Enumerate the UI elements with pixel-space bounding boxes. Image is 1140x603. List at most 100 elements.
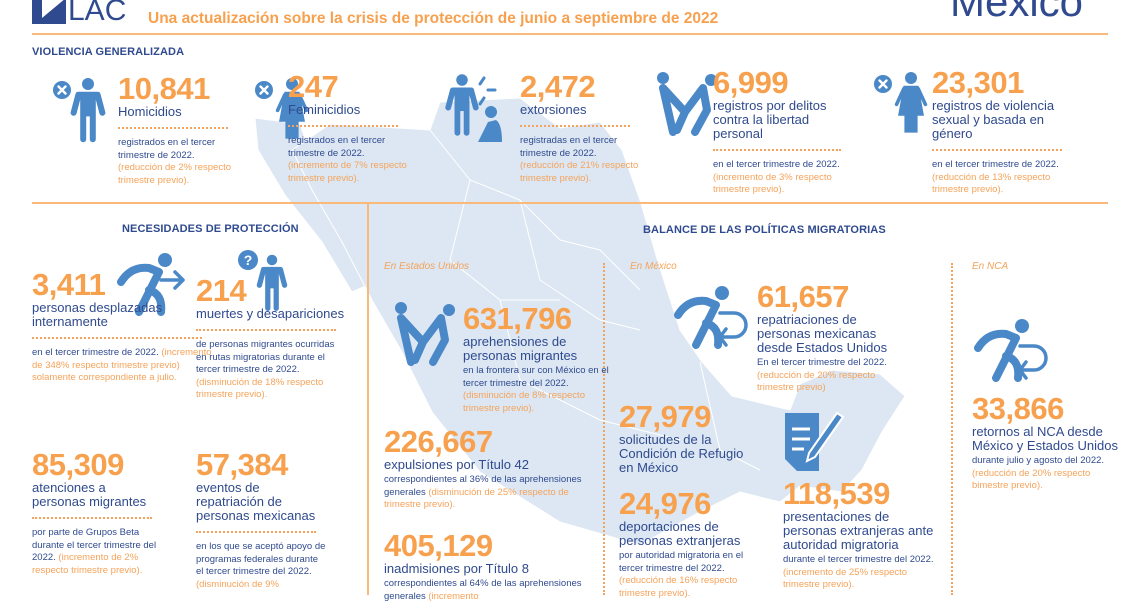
subsection-us: En Estados Unidos (384, 261, 470, 272)
stat-change-note: (incremento de 3% respecto trimestre pre… (713, 171, 832, 196)
stat-description: En el tercer trimestre del 2022. (reducc… (757, 357, 907, 395)
extortion-icon (444, 72, 514, 149)
victim-female-icon (254, 76, 334, 153)
stat-number: 57,384 (196, 447, 288, 482)
stat-change-note: (incremento de 7% respecto trimestre pre… (288, 160, 407, 184)
section-policies: BALANCE DE LAS POLÍTICAS MIGRATORIAS (643, 224, 886, 236)
stat-detail: registrados en el tercer trimestre de 20… (288, 135, 386, 159)
stat-detail: correspondientes al 64% de las aprehensi… (384, 578, 582, 602)
stat-change-note: (reducción de 13% respecto trimestre pre… (932, 171, 1051, 196)
logo-text: LAC (68, 0, 127, 27)
stat-number: 118,539 (783, 476, 890, 511)
stat-retornos: 33,866 retornos al NCA desde México y Est… (972, 391, 1132, 493)
page-title: Una actualización sobre la crisis de pro… (148, 10, 719, 27)
stat-presentaciones: 118,539 presentaciones de personas extran… (783, 476, 953, 592)
country-title: México (950, 0, 1084, 25)
stat-description: por parte de Grupos Beta durante el terc… (32, 527, 162, 577)
displacement-icon (115, 252, 185, 316)
stat-change-note: (reducción de 20% respecto trimestre pre… (757, 369, 876, 394)
dotted-separator (288, 125, 398, 127)
stat-change-note: (reducción de 2% respecto trimestre prev… (118, 162, 232, 186)
stat-change-note: (incremento de 348% respecto trimestre p… (32, 347, 212, 383)
stat-change-note: (reducción de 16% respecto trimestre pre… (619, 575, 738, 599)
stat-description: registrados en el tercer trimestre de 20… (118, 137, 238, 187)
section-violence: VIOLENCIA GENERALIZADA (32, 46, 185, 58)
document-icon (785, 405, 845, 476)
stat-number: 405,129 (384, 528, 493, 563)
stat-number: 61,657 (757, 279, 849, 314)
stat-label: registros por delitos contra la libertad… (713, 98, 827, 141)
stat-change-note: (incremento (428, 590, 479, 602)
stat-detail: en la frontera sur con México en el terc… (463, 365, 609, 389)
stat-detail: En el tercer trimestre del 2022. (757, 357, 887, 368)
stat-change-note: (reducción de 20% respecto bimestre prev… (972, 467, 1091, 492)
section-needs: NECESIDADES DE PROTECCIÓN (122, 223, 299, 235)
missing-person-icon: ? (236, 248, 292, 317)
stat-description: de personas migrantes ocurridas en rutas… (196, 339, 346, 402)
stat-change-note: (incremento de 25% respecto trimestre pr… (783, 566, 908, 591)
stat-label: aprehensiones de personas migrantes (463, 334, 578, 363)
stat-change-note: (disminución de 9% (196, 578, 279, 590)
stat-detail: en los que se aceptó apoyo de programas … (196, 541, 326, 577)
stat-atenciones: 85,309 atenciones a personas migrantes por… (32, 449, 172, 577)
victim-male-icon (52, 76, 132, 153)
stat-number: 6,999 (713, 65, 789, 100)
stat-number: 23,301 (932, 65, 1024, 100)
stat-number: 27,979 (619, 399, 711, 434)
stat-detail: durante julio y agosto del 2022. (972, 455, 1105, 466)
stat-change-note: (disminución de 18% respecto trimestre p… (196, 376, 324, 401)
dotted-separator (32, 337, 202, 339)
stat-label: retornos al NCA desde México y Estados U… (972, 424, 1118, 453)
stat-change-note: (incremento de 2% respecto trimestre pre… (32, 552, 143, 576)
stat-label: repatriaciones de personas mexicanas des… (757, 312, 888, 355)
stat-change-note: (disminución de 25% respecto de trimestr… (384, 486, 569, 511)
stat-label: deportaciones de personas extranjeras (619, 519, 741, 548)
stat-label: muertes y desapariciones (196, 306, 345, 321)
stat-description: en la frontera sur con México en el terc… (463, 365, 613, 415)
stat-detail: durante el tercer trimestre del 2022. (783, 554, 934, 565)
stat-titulo8: 405,129 inadmisiones por Título 8 correspo… (384, 528, 594, 603)
stat-label: inadmisiones por Título 8 (384, 561, 530, 576)
dotted-separator (118, 127, 228, 129)
return-icon (672, 285, 750, 356)
stat-libertad: 6,999 registros por delitos contra la lib… (713, 65, 861, 197)
stat-muertes: 214 muertes y desapariciones de personas m… (196, 273, 356, 402)
stat-repatriacion-eventos: 57,384 eventos de repatriación de persona… (196, 447, 336, 591)
stat-change-note: (reducción de 21% respecto trimestre pre… (520, 160, 639, 184)
dotted-separator (932, 149, 1062, 151)
stat-desplazadas: 3,411 personas desplazadas internamente en… (32, 269, 222, 385)
divider (603, 263, 605, 595)
stat-refugio: 27,979 solicitudes de la Condición de Ref… (619, 399, 764, 477)
stat-description: registradas en el tercer trimestre de 20… (520, 135, 640, 185)
logo: LAC (32, 0, 127, 27)
stat-label: presentaciones de personas extranjeras a… (783, 509, 934, 552)
divider (32, 202, 1108, 204)
stat-label: Feminicidios (288, 102, 361, 117)
dotted-separator (520, 125, 630, 127)
divider (367, 203, 369, 595)
stat-description: en el tercer trimestre de 2022. (increme… (32, 347, 212, 385)
stat-label: expulsiones por Título 42 (384, 457, 530, 472)
stat-description: registrados en el tercer trimestre de 20… (288, 135, 408, 185)
svg-text:?: ? (244, 252, 253, 268)
stat-label: atenciones a personas migrantes (32, 480, 147, 509)
stat-number: 214 (196, 273, 247, 308)
dotted-separator (32, 517, 152, 519)
divider (32, 33, 1108, 35)
stat-deportaciones: 24,976 deportaciones de personas extranje… (619, 488, 764, 600)
stat-number: 631,796 (463, 301, 572, 336)
return-icon (972, 318, 1050, 389)
stat-extorsiones: 2,472 extorsiones registradas en el tercer… (520, 71, 650, 185)
stat-titulo42: 226,667 expulsiones por Título 42 correspo… (384, 426, 594, 512)
stat-description: durante julio y agosto del 2022. (reducc… (972, 455, 1122, 493)
stat-number: 33,866 (972, 391, 1064, 426)
stat-description: correspondientes al 64% de las aprehensi… (384, 578, 584, 603)
stat-description: en el tercer trimestre de 2022. (reducci… (932, 159, 1072, 197)
stat-description: correspondientes al 36% de las aprehensi… (384, 474, 584, 512)
stat-description: durante el tercer trimestre del 2022. (i… (783, 554, 943, 592)
stat-number: 10,841 (118, 71, 210, 106)
stat-label: personas desplazadas internamente (32, 300, 163, 329)
dotted-separator (713, 149, 841, 151)
stat-feminicidios: 247 Feminicidios registrados en el tercer … (288, 71, 418, 185)
